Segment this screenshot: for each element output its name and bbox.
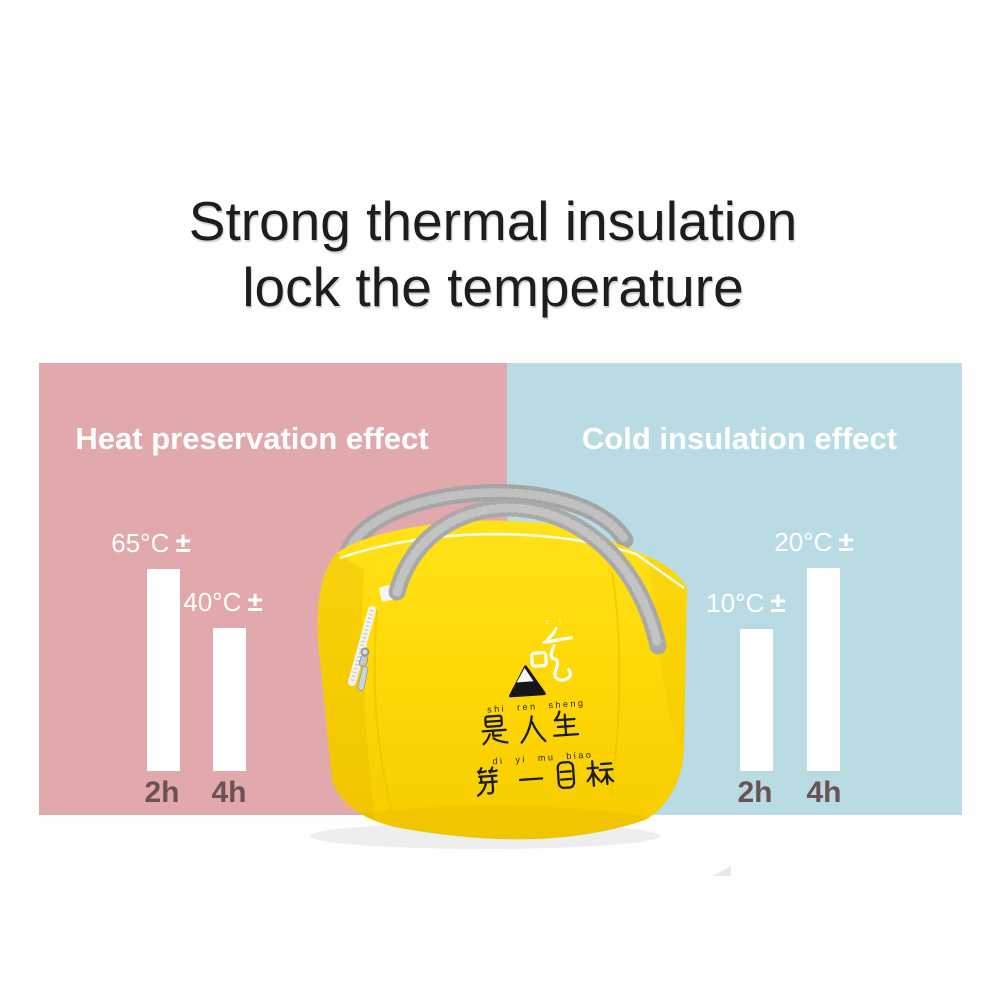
cold-bar-4h [807, 568, 840, 771]
bag-handle-front [379, 499, 667, 655]
corner-wedge-shadow [713, 866, 731, 876]
plus-minus-symbol: ± [175, 527, 191, 558]
bag-logo-pinyin: c i [545, 616, 565, 626]
cold-bar1-time-label: 2h [737, 776, 773, 809]
bag-zipper-slider [358, 655, 369, 667]
heat-bar2-temp-label: 40°C ± [158, 586, 288, 618]
heat-bar1-time-label: 2h [144, 776, 180, 809]
bag-crease [373, 609, 393, 813]
bag-zipper-ring [360, 647, 370, 657]
cold-bar1-temp-label: 10°C ± [681, 587, 811, 619]
plus-minus-symbol: ± [838, 526, 854, 557]
cold-bar2-temp: 20°C [774, 527, 833, 557]
bag-right-shade [648, 556, 687, 750]
bag-logo-onigiri-icon [509, 665, 546, 698]
bag-crease [610, 571, 621, 796]
bag-handle-back [338, 484, 634, 564]
cold-bar1-temp: 10°C [706, 588, 765, 618]
lunch-bag-photo: c i shi ren sheng [310, 484, 688, 849]
page-title: Strong thermal insulation lock the tempe… [0, 188, 994, 320]
page-title-line1: Strong thermal insulation [188, 190, 798, 252]
cold-bar-2h [740, 629, 773, 771]
page-title-line2: lock the temperature [242, 256, 744, 318]
heat-bar1-temp-label: 65°C ± [86, 527, 216, 559]
bag-bottom-shade [317, 806, 688, 840]
heat-bar-2h [147, 569, 180, 771]
bag-zipper [348, 606, 376, 691]
heat-panel-title: Heat preservation effect [75, 421, 429, 456]
bag-print-line2 [476, 760, 615, 797]
heat-bar1-temp: 65°C [111, 528, 170, 558]
bag-left-shade [317, 553, 375, 820]
bag-logo-chi: c i [530, 616, 574, 682]
cold-bar2-time-label: 4h [806, 776, 842, 809]
heat-bar2-temp: 40°C [183, 587, 242, 617]
heat-bar2-time-label: 4h [211, 776, 247, 809]
bag-body [317, 520, 687, 840]
cold-panel-title: Cold insulation effect [581, 421, 898, 456]
bag-zipper-pull [357, 665, 369, 691]
cold-bar2-temp-label: 20°C ± [749, 526, 879, 558]
plus-minus-symbol: ± [247, 586, 263, 617]
bag-print-line1 [481, 710, 580, 746]
plus-minus-symbol: ± [770, 587, 786, 618]
heat-bar-4h [213, 628, 246, 771]
